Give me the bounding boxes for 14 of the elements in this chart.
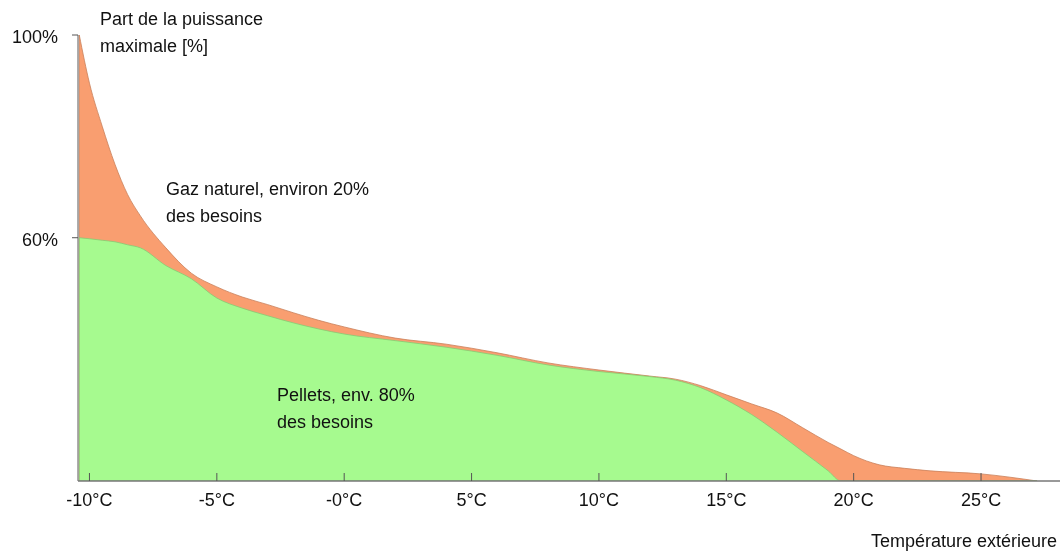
x-tick-label: -5°C bbox=[198, 490, 235, 510]
x-tick-label: 20°C bbox=[833, 490, 874, 510]
y-tick-label: 100% bbox=[11, 27, 58, 47]
x-tick-label: 5°C bbox=[456, 490, 487, 510]
y-tick-label: 60% bbox=[21, 229, 58, 250]
y-axis-title: Part de la puissance maximale [%] bbox=[100, 9, 264, 56]
annotation: Gaz naturel, environ 20% des besoins bbox=[166, 179, 370, 226]
x-tick-label: -0°C bbox=[326, 490, 363, 510]
x-tick-label: 25°C bbox=[960, 490, 1002, 510]
x-tick-label: -10°C bbox=[66, 490, 113, 510]
x-tick-label: 15°C bbox=[706, 490, 747, 510]
x-axis-title: Température extérieure bbox=[870, 531, 1057, 551]
x-tick-label: 10°C bbox=[578, 490, 620, 510]
annotation: Pellets, env. 80% des besoins bbox=[277, 385, 415, 432]
